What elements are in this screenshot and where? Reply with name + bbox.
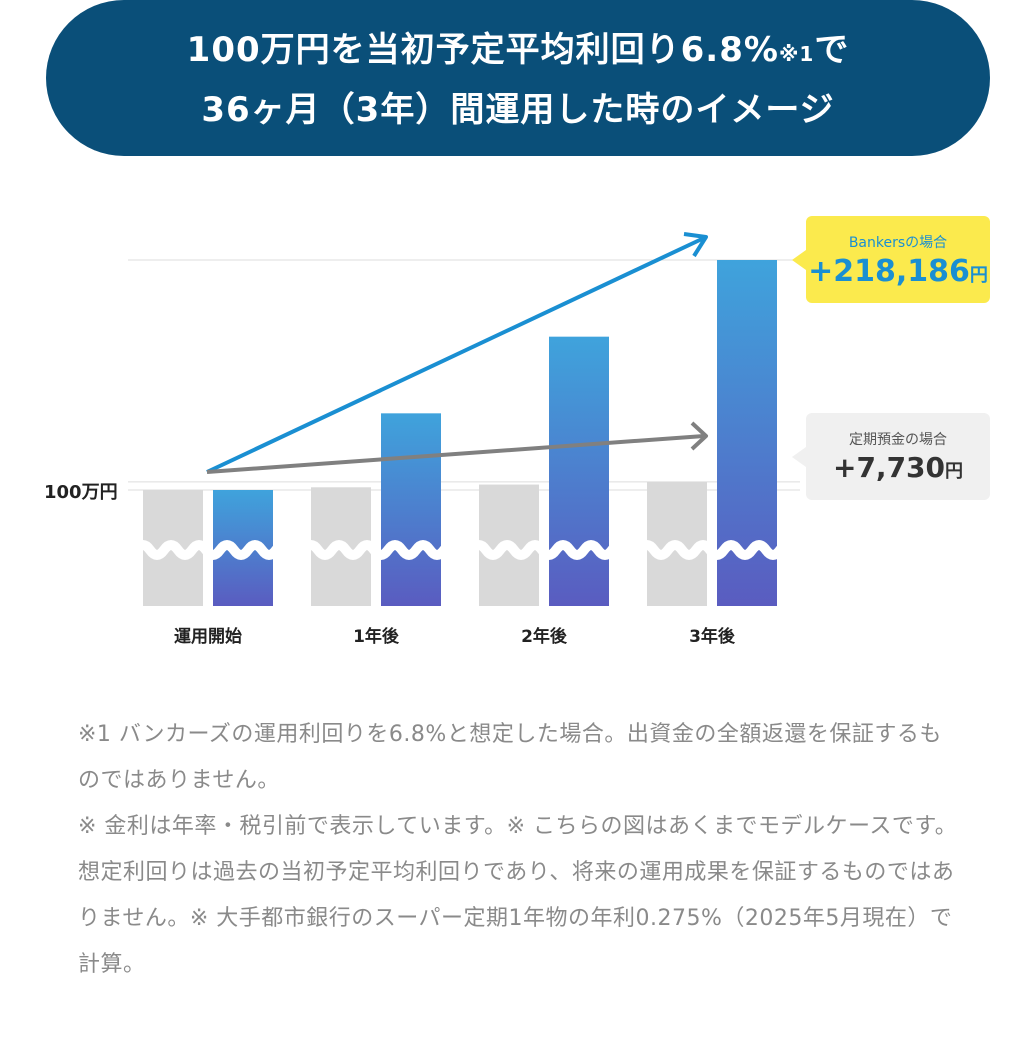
footnotes: ※1 バンカーズの運用利回りを6.8%と想定した場合。出資金の全額返還を保証する…: [78, 712, 958, 988]
bankers-bar: [381, 413, 441, 606]
footnote-2: ※ 金利は年率・税引前で表示しています。※ こちらの図はあくまでモデルケースです…: [78, 814, 958, 977]
bankers-callout-value: +218,186円: [808, 254, 988, 289]
footnote-1: ※1 バンカーズの運用利回りを6.8%と想定した場合。出資金の全額返還を保証する…: [78, 722, 942, 793]
footnote-mark: ※1: [778, 42, 815, 66]
bankers-trend-arrow: [206, 236, 705, 474]
bankers-bar: [549, 336, 609, 606]
x-tick-label: 運用開始: [174, 626, 242, 647]
teiki-arrow-head: [690, 421, 708, 451]
callout-tail: [792, 447, 806, 467]
axis-break-wave: [103, 540, 813, 560]
header-title-line2: 36ヶ月（3年）間運用した時のイメージ: [201, 90, 835, 130]
teiki-callout-value: +7,730円: [832, 451, 964, 484]
teiki-trend-arrow: [206, 434, 705, 474]
bankers-callout-label: Bankersの場合: [848, 235, 948, 251]
y-reference-label: 100万円: [44, 482, 118, 503]
x-tick-label: 3年後: [689, 626, 736, 647]
teiki-callout-label: 定期預金の場合: [849, 432, 947, 448]
teiki-callout: 定期預金の場合 +7,730円: [792, 413, 990, 500]
bankers-arrow-head: [683, 232, 708, 258]
header-banner: 100万円を当初予定平均利回り6.8%※1で 36ヶ月（3年）間運用した時のイメ…: [46, 0, 990, 156]
bankers-callout: Bankersの場合 +218,186円: [792, 216, 990, 303]
callout-tail: [792, 250, 806, 270]
x-tick-label: 1年後: [353, 626, 400, 647]
header-title-line1: 100万円を当初予定平均利回り6.8%※1で: [186, 30, 850, 70]
x-tick-label: 2年後: [521, 626, 568, 647]
